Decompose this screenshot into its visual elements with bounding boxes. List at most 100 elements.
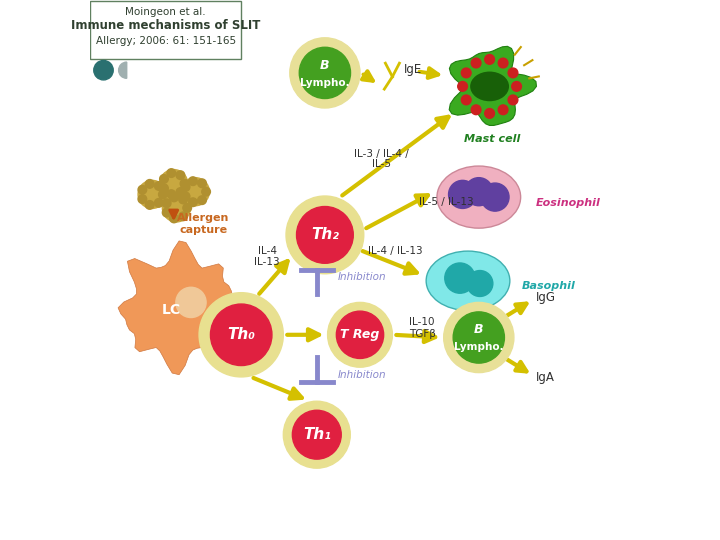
Text: Eosinophil: Eosinophil	[536, 198, 600, 207]
Circle shape	[155, 199, 163, 207]
Circle shape	[170, 193, 179, 202]
Wedge shape	[119, 62, 127, 78]
Polygon shape	[118, 241, 240, 375]
Circle shape	[286, 196, 364, 274]
Circle shape	[283, 401, 350, 468]
Circle shape	[202, 187, 210, 196]
Circle shape	[176, 188, 185, 197]
Circle shape	[289, 38, 360, 108]
Text: Lympho.: Lympho.	[454, 342, 503, 352]
Circle shape	[145, 180, 154, 188]
Circle shape	[158, 190, 167, 199]
Ellipse shape	[437, 166, 521, 228]
Text: Inhibition: Inhibition	[337, 370, 386, 380]
Text: IgG: IgG	[536, 291, 556, 303]
Circle shape	[292, 410, 341, 459]
Circle shape	[471, 105, 481, 114]
Circle shape	[167, 190, 176, 198]
Circle shape	[336, 311, 384, 359]
Circle shape	[176, 171, 185, 179]
Circle shape	[498, 58, 508, 68]
Circle shape	[449, 180, 477, 208]
Text: Immune mechanisms of SLIT: Immune mechanisms of SLIT	[71, 19, 261, 32]
Circle shape	[181, 183, 190, 191]
Text: Allergen: Allergen	[177, 213, 230, 224]
Text: IL-4 / IL-13: IL-4 / IL-13	[368, 246, 423, 256]
Circle shape	[462, 95, 471, 105]
Circle shape	[170, 214, 179, 222]
Text: Th₁: Th₁	[303, 427, 330, 442]
Circle shape	[179, 195, 187, 204]
Ellipse shape	[426, 251, 510, 310]
Text: B: B	[474, 323, 484, 336]
Circle shape	[138, 185, 147, 194]
Text: Lympho.: Lympho.	[300, 78, 350, 87]
Circle shape	[160, 184, 168, 193]
Polygon shape	[449, 46, 536, 125]
Circle shape	[485, 109, 495, 118]
Circle shape	[160, 170, 188, 198]
Circle shape	[465, 178, 493, 206]
Circle shape	[462, 68, 471, 78]
Circle shape	[162, 199, 171, 207]
Circle shape	[467, 271, 492, 296]
Text: Moingeon et al.: Moingeon et al.	[125, 8, 206, 17]
Circle shape	[181, 192, 190, 201]
Text: TGFβ: TGFβ	[409, 329, 436, 339]
Text: capture: capture	[179, 225, 228, 235]
Circle shape	[481, 183, 509, 211]
Circle shape	[198, 196, 207, 205]
Text: Inhibition: Inhibition	[337, 272, 386, 282]
Circle shape	[94, 60, 113, 80]
Circle shape	[198, 179, 207, 187]
Text: IgA: IgA	[536, 372, 554, 384]
Circle shape	[297, 206, 354, 264]
Circle shape	[210, 304, 272, 366]
Text: Allergy; 2006: 61: 151-165: Allergy; 2006: 61: 151-165	[96, 36, 235, 46]
Text: IgE: IgE	[404, 63, 422, 76]
Text: Th₀: Th₀	[228, 327, 255, 342]
Circle shape	[183, 204, 192, 212]
Circle shape	[300, 48, 351, 98]
Circle shape	[162, 208, 171, 217]
Circle shape	[508, 95, 518, 105]
Circle shape	[180, 179, 189, 188]
Text: IL-5: IL-5	[372, 159, 391, 170]
Circle shape	[207, 309, 221, 323]
Circle shape	[179, 212, 187, 221]
Circle shape	[471, 58, 481, 68]
Text: B: B	[320, 59, 330, 72]
Text: T Reg: T Reg	[341, 328, 379, 341]
Text: Mast cell: Mast cell	[464, 134, 521, 144]
Circle shape	[138, 195, 147, 204]
Text: IL-10: IL-10	[410, 317, 435, 327]
Circle shape	[176, 287, 206, 318]
Circle shape	[458, 82, 467, 91]
Circle shape	[155, 181, 163, 190]
Text: LC: LC	[161, 303, 181, 318]
Circle shape	[138, 180, 166, 208]
Text: IL-5 / IL-13: IL-5 / IL-13	[419, 197, 474, 207]
Text: Th₂: Th₂	[311, 227, 339, 242]
Circle shape	[181, 178, 210, 206]
Circle shape	[485, 55, 495, 64]
Text: IL-3 / IL-4 /: IL-3 / IL-4 /	[354, 148, 409, 159]
FancyBboxPatch shape	[90, 1, 241, 59]
Circle shape	[189, 177, 197, 186]
Circle shape	[453, 312, 505, 363]
Text: IL-13: IL-13	[254, 256, 280, 267]
Circle shape	[445, 263, 475, 293]
Circle shape	[199, 293, 284, 377]
Text: Basophil: Basophil	[522, 281, 576, 291]
Circle shape	[328, 302, 392, 367]
Circle shape	[167, 169, 176, 178]
Circle shape	[145, 200, 154, 209]
Circle shape	[508, 68, 518, 78]
Circle shape	[160, 174, 168, 183]
Circle shape	[189, 198, 197, 206]
Circle shape	[444, 302, 514, 373]
Text: IL-4: IL-4	[258, 246, 276, 256]
Ellipse shape	[470, 71, 509, 102]
Circle shape	[163, 194, 190, 222]
Circle shape	[498, 105, 508, 114]
